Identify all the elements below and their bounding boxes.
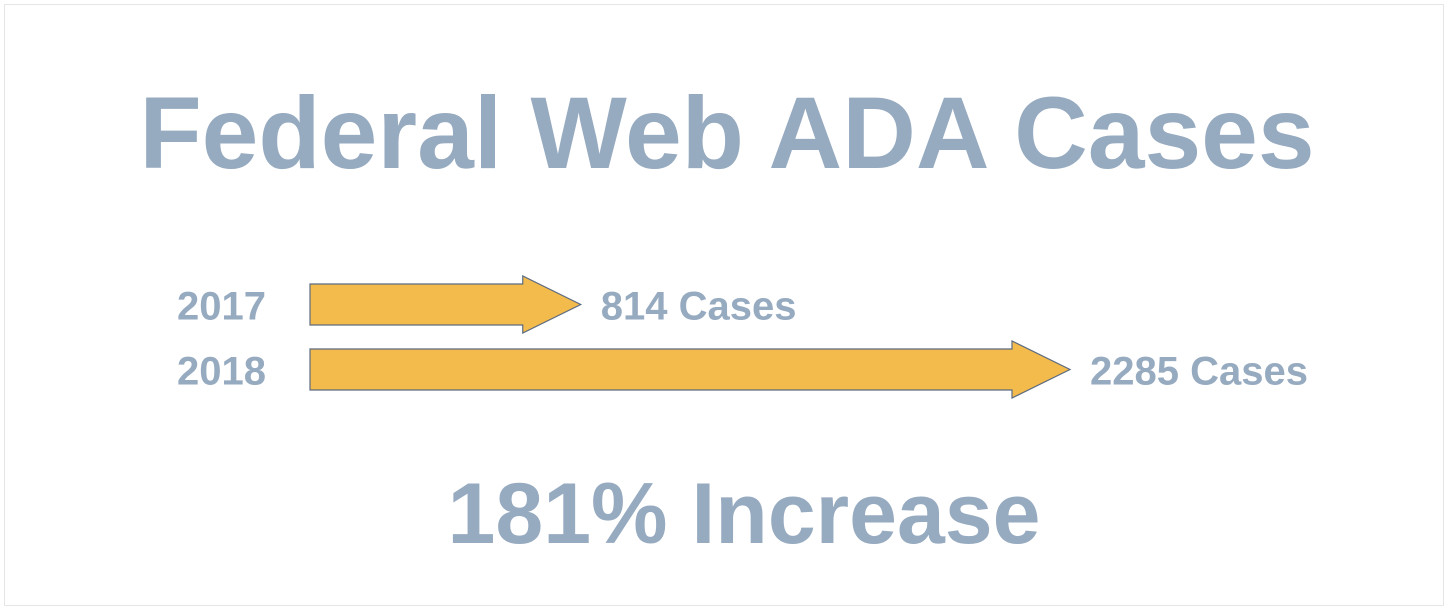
chart-title: Federal Web ADA Cases — [139, 76, 1314, 190]
value-label-2018: 2285 Cases — [1090, 350, 1308, 394]
category-label-2018: 2018 — [177, 350, 266, 394]
arrow-bar-2018 — [309, 340, 1072, 399]
arrow-bar-2017 — [309, 275, 583, 334]
value-label-2017: 814 Cases — [601, 285, 797, 329]
arrow-rows: 2017 814 Cases 2018 2285 Cases — [177, 275, 1308, 399]
chart-frame — [4, 4, 1444, 606]
category-label-2017: 2017 — [177, 285, 266, 329]
increase-footer: 181% Increase — [448, 466, 1041, 562]
